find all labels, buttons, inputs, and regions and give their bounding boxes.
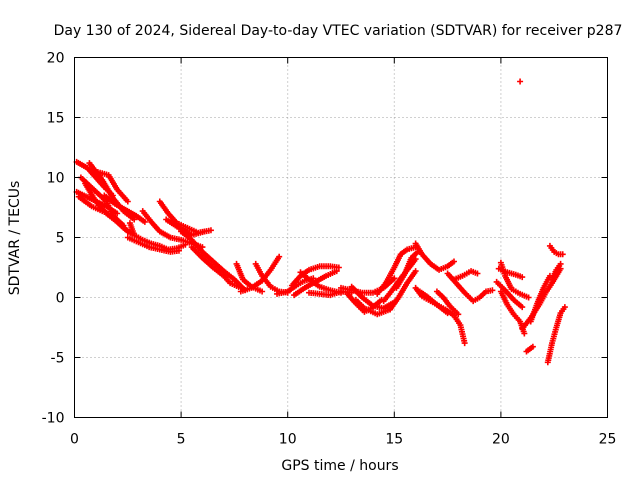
data-track-26	[352, 296, 394, 318]
data-track-6	[101, 192, 148, 225]
data-track-19	[288, 263, 342, 289]
data-track-45	[546, 242, 566, 258]
data-point	[141, 218, 148, 225]
data-point	[489, 287, 496, 294]
data-track-37	[497, 259, 532, 301]
y-tick-label: 20	[47, 51, 65, 67]
data-point	[461, 340, 468, 347]
data-point	[450, 258, 457, 265]
data-point	[120, 222, 127, 229]
data-track-29	[387, 268, 419, 313]
data-track-25	[348, 283, 398, 312]
data-point	[557, 260, 564, 267]
data-series	[73, 78, 568, 366]
data-track-7	[75, 193, 127, 229]
y-tick-label: 15	[47, 111, 65, 127]
data-point	[561, 304, 568, 311]
data-track-42	[523, 343, 536, 355]
data-track-38	[495, 265, 526, 281]
data-point	[124, 198, 131, 205]
data-point	[175, 247, 182, 254]
data-track-44	[544, 304, 568, 366]
data-track-46	[549, 260, 564, 283]
y-tick-label: 0	[56, 291, 65, 307]
data-track-13	[178, 228, 249, 294]
data-point	[529, 343, 536, 350]
data-track-31	[412, 240, 457, 273]
y-axis-label: SDTVAR / TECUs	[7, 181, 23, 296]
data-point	[519, 274, 526, 281]
y-tick-label: -5	[51, 351, 65, 367]
data-point	[201, 228, 208, 235]
y-tick-label: 5	[56, 231, 65, 247]
data-point	[455, 311, 462, 318]
x-tick-label: 0	[70, 432, 79, 448]
data-point	[333, 268, 340, 275]
data-track-34	[433, 288, 462, 318]
data-track-27	[374, 244, 419, 297]
data-point	[259, 288, 266, 295]
data-track-40	[493, 278, 526, 311]
x-tick-label: 15	[385, 432, 403, 448]
data-track-47	[517, 78, 524, 85]
data-track-36	[444, 270, 496, 305]
data-point	[391, 275, 398, 282]
data-point	[412, 268, 419, 275]
data-point	[517, 78, 524, 85]
data-point	[276, 253, 283, 260]
y-tick-label: 10	[47, 171, 65, 187]
data-point	[525, 294, 532, 301]
data-point	[335, 264, 342, 271]
plot-frame	[74, 57, 608, 418]
data-track-9	[124, 234, 182, 255]
x-tick-label: 25	[599, 432, 617, 448]
data-point	[521, 330, 528, 337]
data-track-14	[188, 244, 244, 291]
data-point	[559, 251, 566, 258]
data-track-4	[92, 168, 131, 205]
data-point	[207, 227, 214, 234]
data-point	[474, 270, 481, 277]
data-track-33	[416, 288, 468, 347]
grid	[74, 57, 608, 418]
data-track-43	[527, 272, 553, 325]
x-tick-label: 5	[177, 432, 186, 448]
chart-title: Day 130 of 2024, Sidereal Day-to-day VTE…	[54, 23, 623, 39]
x-tick-label: 10	[279, 432, 297, 448]
x-axis-label: GPS time / hours	[281, 458, 398, 474]
x-tick-label: 20	[492, 432, 510, 448]
data-track-39	[497, 288, 528, 337]
y-tick-label: -10	[42, 411, 65, 427]
axis-ticks: 0 5 10 15 20 25 -10 -5 0 5 10 15 20	[42, 51, 617, 448]
data-point	[519, 304, 526, 311]
